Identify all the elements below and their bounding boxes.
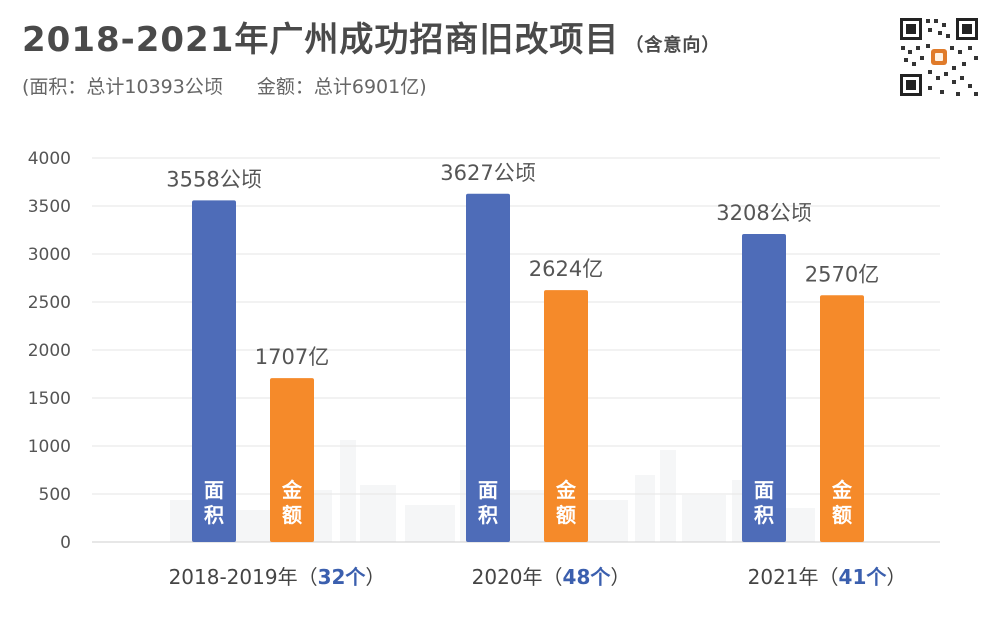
x-category-name: 2021年 [748,565,819,589]
y-tick-label: 2500 [28,293,71,313]
data-label-area: 3208公顷 [716,201,811,225]
x-category-name: 2018-2019年 [169,565,298,589]
series-name-amount: 额 [832,503,852,527]
paren-open: （ [298,565,318,589]
bar-amount-1 [544,290,588,542]
y-tick-label: 0 [60,533,71,553]
title-suffix: （含意向） [625,35,721,56]
qr-code-icon [898,16,980,98]
paren-close: ） [610,565,630,589]
series-name-area: 积 [754,503,774,527]
series-name-amount: 金 [281,478,303,502]
series-name-amount: 金 [831,478,853,502]
bar-area-0 [192,200,236,542]
paren-open: （ [543,565,563,589]
x-category-count: 48个 [563,565,612,589]
paren-open: （ [819,565,839,589]
y-tick-label: 3000 [28,245,71,265]
series-name-area: 面 [204,478,224,502]
series-name-amount: 金 [555,478,577,502]
bar-area-2 [742,234,786,543]
series-name-amount: 额 [282,503,302,527]
x-category-name: 2020年 [472,565,543,589]
series-name-area: 面 [754,478,774,502]
y-tick-label: 1500 [28,389,71,409]
series-name-area: 面 [478,478,498,502]
series-name-area: 积 [204,503,224,527]
y-tick-label: 3500 [28,197,71,217]
bar-amount-0 [270,378,314,542]
subtitle-amount-total: 金额：总计6901亿) [256,76,427,98]
data-label-amount: 2624亿 [529,257,603,281]
bar-area-1 [466,193,510,543]
subtitle-area-total: (面积：总计10393公顷 [22,76,223,98]
title-main: 2018-2021年广州成功招商旧改项目 [22,20,620,60]
paren-close: ） [886,565,906,589]
x-category-count: 41个 [839,565,888,589]
series-name-area: 积 [478,503,498,527]
x-category-label: 2018-2019年（32个） [169,565,386,589]
data-label-area: 3558公顷 [166,167,261,191]
y-tick-label: 500 [39,485,71,505]
data-label-area: 3627公顷 [440,161,535,185]
data-label-amount: 2570亿 [805,262,879,286]
series-name-amount: 额 [556,503,576,527]
x-category-count: 32个 [318,565,367,589]
bar-amount-2 [820,295,864,542]
y-tick-label: 1000 [28,437,71,457]
y-tick-label: 4000 [28,149,71,169]
x-category-label: 2020年（48个） [472,565,631,589]
data-label-amount: 1707亿 [255,345,329,369]
subtitle: (面积：总计10393公顷 金额：总计6901亿) [22,72,427,99]
paren-close: ） [365,565,385,589]
page-title: 2018-2021年广州成功招商旧改项目 （含意向） [22,12,720,61]
x-category-label: 2021年（41个） [748,565,907,589]
y-tick-label: 2000 [28,341,71,361]
